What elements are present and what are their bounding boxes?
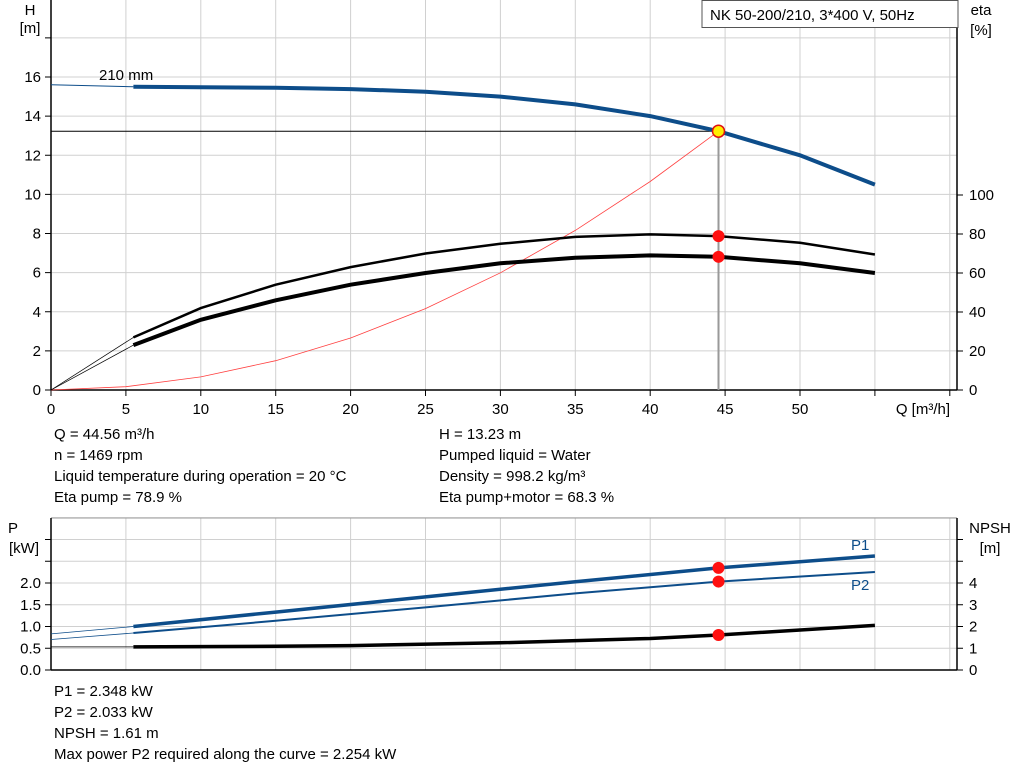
p1-curve: [133, 554, 876, 629]
curve-label: 210 mm: [99, 67, 153, 84]
eta-pump-motor-curve-extension: [50, 344, 134, 391]
head-curve: [133, 84, 876, 187]
x-tick-label: 30: [492, 401, 509, 418]
y-tick-label-left: 16: [24, 69, 41, 86]
p2-curve-extension: [50, 632, 134, 640]
info-temp: Liquid temperature during operation = 20…: [54, 468, 347, 485]
y-tick-label-right: 20: [969, 343, 986, 360]
system-curve: [50, 130, 719, 391]
info-eta-pump-motor: Eta pump+motor = 68.3 %: [439, 489, 615, 506]
duty-point-head: [711, 124, 726, 138]
duty-point-npsh: [712, 628, 725, 641]
y-axis-unit-right: [%]: [970, 22, 992, 39]
duty-point-eta-pump: [712, 230, 725, 243]
y-tick-label-left: 14: [24, 108, 41, 125]
info-bottom: P1 = 2.348 kW P2 = 2.033 kW NPSH = 1.61 …: [54, 681, 396, 765]
eta-pump-motor-curve: [132, 253, 876, 347]
p1-label: P1: [851, 537, 869, 554]
info-npsh: NPSH = 1.61 m: [54, 725, 159, 742]
y-tick-label-right: 2: [969, 619, 977, 636]
npsh-curve: [133, 623, 876, 649]
title-box: [701, 0, 959, 28]
x-tick-label: 40: [642, 401, 659, 418]
info-eta-pump: Eta pump = 78.9 %: [54, 489, 182, 506]
y-tick-label-left: 8: [33, 226, 41, 243]
x-tick-label: 45: [717, 401, 734, 418]
y-tick-label-right: 4: [969, 575, 977, 592]
x-tick-label: 25: [417, 401, 434, 418]
y-tick-label-left: 0.5: [20, 640, 41, 657]
x-axis-label: Q [m³/h]: [896, 401, 950, 418]
y-tick-label-left: 0.0: [20, 662, 41, 679]
info-density: Density = 998.2 kg/m³: [439, 468, 586, 485]
y-tick-label-right: 0: [969, 382, 977, 399]
y-axis-unit-left: [m]: [20, 20, 41, 37]
y-tick-label-right: 40: [969, 304, 986, 321]
head-curve-extension: [50, 84, 134, 88]
x-tick-label: 50: [792, 401, 809, 418]
y-tick-label-left: 2.0: [20, 575, 41, 592]
y-tick-label-right: 0: [969, 662, 977, 679]
y-tick-label-left: 4: [33, 304, 41, 321]
info-n: n = 1469 rpm: [54, 447, 143, 464]
y-tick-label-left: 0: [33, 382, 41, 399]
eta-pump-curve-extension: [50, 337, 134, 391]
y-tick-label-left: 1.0: [20, 619, 41, 636]
y-tick-label-left: 10: [24, 186, 41, 203]
y-axis-label-left: P: [8, 520, 18, 537]
y-tick-label-right: 100: [969, 187, 994, 204]
y-tick-label-right: 60: [969, 265, 986, 282]
y-tick-label-right: 3: [969, 597, 977, 614]
duty-point-eta-pump-motor: [712, 250, 725, 263]
x-tick-label: 0: [47, 401, 55, 418]
info-top-right: H = 13.23 m Pumped liquid = Water Densit…: [439, 424, 614, 508]
y-axis-unit-left: [kW]: [9, 540, 39, 557]
y-tick-label-left: 6: [33, 265, 41, 282]
p1-curve-extension: [50, 626, 134, 635]
y-axis-label-right: eta: [971, 2, 993, 19]
y-tick-label-left: 1.5: [20, 597, 41, 614]
y-axis-unit-right: [m]: [980, 540, 1001, 557]
x-tick-label: 5: [122, 401, 130, 418]
x-tick-label: 35: [567, 401, 584, 418]
p2-label: P2: [851, 577, 869, 594]
info-liquid: Pumped liquid = Water: [439, 447, 591, 464]
x-tick-label: 15: [267, 401, 284, 418]
chart-title: NK 50-200/210, 3*400 V, 50Hz: [710, 7, 915, 24]
info-max-p2: Max power P2 required along the curve = …: [54, 746, 397, 763]
x-tick-label: 20: [342, 401, 359, 418]
info-p1: P1 = 2.348 kW: [54, 683, 153, 700]
x-tick-label: 10: [192, 401, 209, 418]
y-tick-label-left: 12: [24, 147, 41, 164]
y-axis-label-left: H: [25, 2, 36, 19]
y-tick-label-right: 1: [969, 640, 977, 657]
eta-pump-curve: [132, 233, 876, 339]
duty-point-p1: [712, 561, 725, 574]
duty-point-p2: [712, 575, 725, 588]
info-h: H = 13.23 m: [439, 426, 522, 443]
y-tick-label-left: 2: [33, 343, 41, 360]
info-q: Q = 44.56 m³/h: [54, 426, 155, 443]
y-tick-label-right: 80: [969, 226, 986, 243]
info-p2: P2 = 2.033 kW: [54, 704, 153, 721]
info-top-left: Q = 44.56 m³/h n = 1469 rpm Liquid tempe…: [54, 424, 346, 508]
y-axis-label-right: NPSH: [969, 520, 1011, 537]
p2-curve: [133, 571, 875, 634]
